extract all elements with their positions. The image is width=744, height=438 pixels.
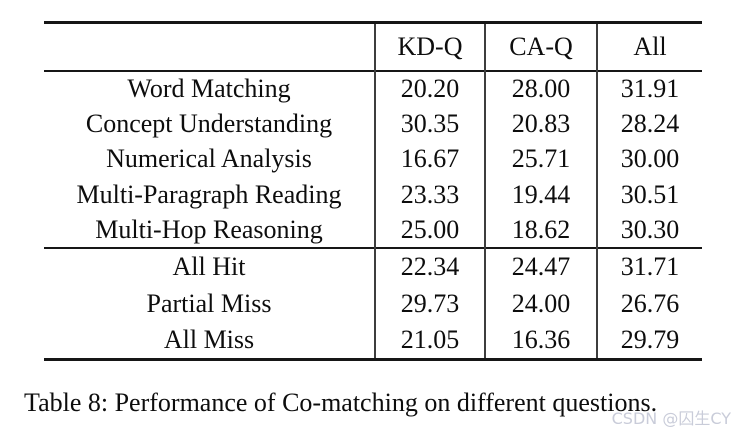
cell-value: 25.71 bbox=[484, 141, 597, 177]
table-caption: Table 8: Performance of Co-matching on d… bbox=[24, 388, 658, 417]
cell-value: 21.05 bbox=[374, 322, 485, 360]
cell-value: 30.00 bbox=[596, 141, 702, 177]
column-header-kdq: KD-Q bbox=[374, 22, 485, 71]
table-row: Numerical Analysis 16.67 25.71 30.00 bbox=[44, 141, 702, 177]
table-header: KD-Q CA-Q All bbox=[44, 22, 702, 71]
cell-value: 31.71 bbox=[596, 248, 702, 286]
table-row: All Hit 22.34 24.47 31.71 bbox=[44, 248, 702, 286]
column-header-all: All bbox=[596, 22, 702, 71]
question-type-section: Word Matching 20.20 28.00 31.91 Concept … bbox=[44, 70, 702, 248]
cell-value: 31.91 bbox=[596, 70, 702, 106]
header-row: KD-Q CA-Q All bbox=[44, 22, 702, 71]
column-header-caq: CA-Q bbox=[484, 22, 597, 71]
cell-value: 29.73 bbox=[374, 285, 485, 323]
cell-value: 19.44 bbox=[484, 177, 597, 213]
cell-value: 29.79 bbox=[596, 322, 702, 360]
cell-value: 30.35 bbox=[374, 106, 485, 142]
cell-value: 16.36 bbox=[484, 322, 597, 360]
row-label: Partial Miss bbox=[146, 288, 272, 318]
cell-value: 25.00 bbox=[374, 212, 485, 248]
cell-value: 22.34 bbox=[374, 248, 485, 286]
row-label: Numerical Analysis bbox=[106, 144, 312, 174]
row-label: Multi-Paragraph Reading bbox=[76, 179, 342, 209]
cell-value: 18.62 bbox=[484, 212, 597, 248]
cell-value: 20.83 bbox=[484, 106, 597, 142]
csdn-watermark: CSDN @囚生CY bbox=[611, 409, 731, 428]
row-label: Word Matching bbox=[127, 73, 291, 103]
table-row: All Miss 21.05 16.36 29.79 bbox=[44, 322, 702, 360]
table-row: Concept Understanding 30.35 20.83 28.24 bbox=[44, 106, 702, 142]
cell-value: 16.67 bbox=[374, 141, 485, 177]
cell-value: 26.76 bbox=[596, 285, 702, 323]
table-row: Partial Miss 29.73 24.00 26.76 bbox=[44, 285, 702, 323]
cell-value: 28.24 bbox=[596, 106, 702, 142]
row-label: Multi-Hop Reasoning bbox=[95, 214, 323, 244]
row-label: All Miss bbox=[163, 325, 255, 355]
cell-value: 24.47 bbox=[484, 248, 597, 286]
results-table: KD-Q CA-Q All Word Matching 20.20 28.00 … bbox=[44, 21, 702, 362]
hit-miss-section: All Hit 22.34 24.47 31.71 Partial Miss 2… bbox=[44, 248, 702, 360]
row-label: Concept Understanding bbox=[85, 108, 333, 138]
table-row: Multi-Hop Reasoning 25.00 18.62 30.30 bbox=[44, 212, 702, 248]
table-row: Multi-Paragraph Reading 23.33 19.44 30.5… bbox=[44, 177, 702, 213]
cell-value: 23.33 bbox=[374, 177, 485, 213]
cell-value: 24.00 bbox=[484, 285, 597, 323]
cell-value: 30.30 bbox=[596, 212, 702, 248]
table-row: Word Matching 20.20 28.00 31.91 bbox=[44, 70, 702, 106]
cell-value: 30.51 bbox=[596, 177, 702, 213]
cell-value: 20.20 bbox=[374, 70, 485, 106]
row-label: All Hit bbox=[172, 252, 246, 282]
header-empty-cell bbox=[44, 23, 375, 71]
cell-value: 28.00 bbox=[484, 70, 597, 106]
